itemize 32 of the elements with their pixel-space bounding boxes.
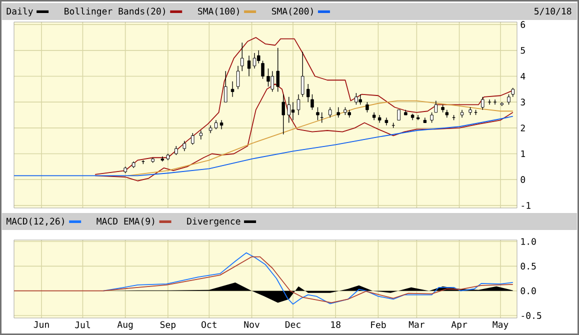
x-tick-label: Nov xyxy=(244,321,260,328)
y-tick-label: 1.0 xyxy=(521,238,536,245)
x-tick-label: Sep xyxy=(160,321,176,330)
legend-label: MACD(12,26) xyxy=(6,218,64,226)
y-tick-label: 6 xyxy=(520,21,526,28)
y-tick-label: -1 xyxy=(522,202,530,209)
legend-label: MACD EMA(9) xyxy=(96,218,154,226)
y-tick-label: -0.5 xyxy=(522,312,542,319)
y-tick-label: 1 xyxy=(521,150,526,158)
x-tick-label: Feb xyxy=(371,321,386,328)
x-tick-label: Aug xyxy=(117,321,133,330)
x-tick-label: Mar xyxy=(408,321,424,328)
y-tick-label: 5 xyxy=(520,47,525,54)
y-tick-label: 4 xyxy=(520,72,526,80)
x-tick-label: Apr xyxy=(451,321,468,330)
y-tick-label: 0.0 xyxy=(520,287,536,294)
legend-label: Bollinger Bands(20) xyxy=(64,8,165,16)
y-tick-label: 0.5 xyxy=(520,262,536,270)
legend-label: Daily xyxy=(6,8,33,16)
y-tick-label: 3 xyxy=(520,98,525,106)
legend-label: SMA(200) xyxy=(272,8,313,16)
x-tick-label: Oct xyxy=(202,321,216,328)
y-tick-label: 2 xyxy=(520,124,525,132)
legend-label: Divergence xyxy=(187,218,240,226)
x-tick-label: Jul xyxy=(75,321,90,328)
y-tick-label: 0 xyxy=(520,176,526,183)
x-tick-label: 18 xyxy=(331,321,340,328)
x-tick-label: Dec xyxy=(285,321,300,328)
x-tick-label: Jun xyxy=(34,321,49,328)
legend-label: SMA(100) xyxy=(198,8,239,16)
x-tick-label: May xyxy=(492,321,508,330)
text: 5/10/18 xyxy=(534,8,572,16)
